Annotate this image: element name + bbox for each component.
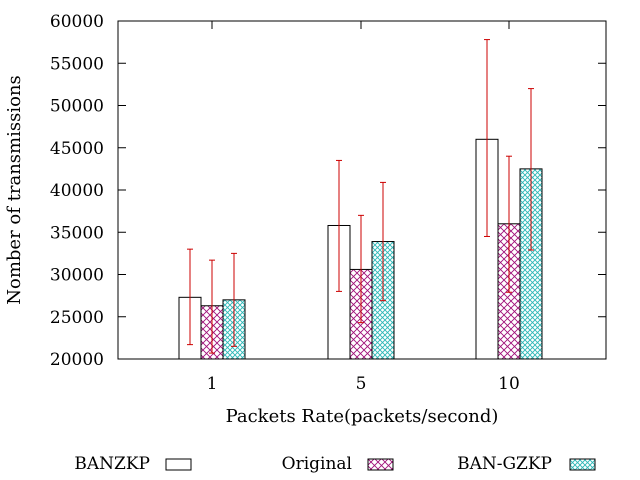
- legend-swatch: [165, 458, 192, 471]
- y-axis-label: Nomber of transmissions: [4, 75, 25, 305]
- y-axis: 20000 25000 30000 35000 40000 45000 50000 55000…: [50, 12, 606, 370]
- y-tick-label: 25000: [50, 308, 104, 328]
- x-tick-label: 1: [207, 374, 218, 394]
- y-tick-label: 60000: [50, 12, 104, 32]
- legend: BANZKP Original BAN-GZKP: [74, 454, 596, 474]
- legend-swatch: [367, 458, 394, 471]
- y-tick-label: 45000: [50, 139, 104, 159]
- legend-label: BANZKP: [74, 454, 150, 474]
- x-tick-label: 5: [356, 374, 367, 394]
- error-bars: [187, 39, 534, 354]
- y-tick-label: 55000: [50, 54, 104, 74]
- y-tick-label: 20000: [50, 350, 104, 370]
- legend-label: BAN-GZKP: [457, 454, 552, 474]
- x-tick-label: 10: [498, 374, 520, 394]
- x-axis-label: Packets Rate(packets/second): [226, 406, 499, 427]
- legend-label: Original: [282, 454, 352, 474]
- y-tick-label: 30000: [50, 266, 104, 286]
- legend-swatch: [569, 458, 596, 471]
- plot-frame: [117, 20, 607, 360]
- y-tick-label: 35000: [50, 223, 104, 243]
- y-tick-label: 40000: [50, 181, 104, 201]
- y-tick-label: 50000: [50, 97, 104, 117]
